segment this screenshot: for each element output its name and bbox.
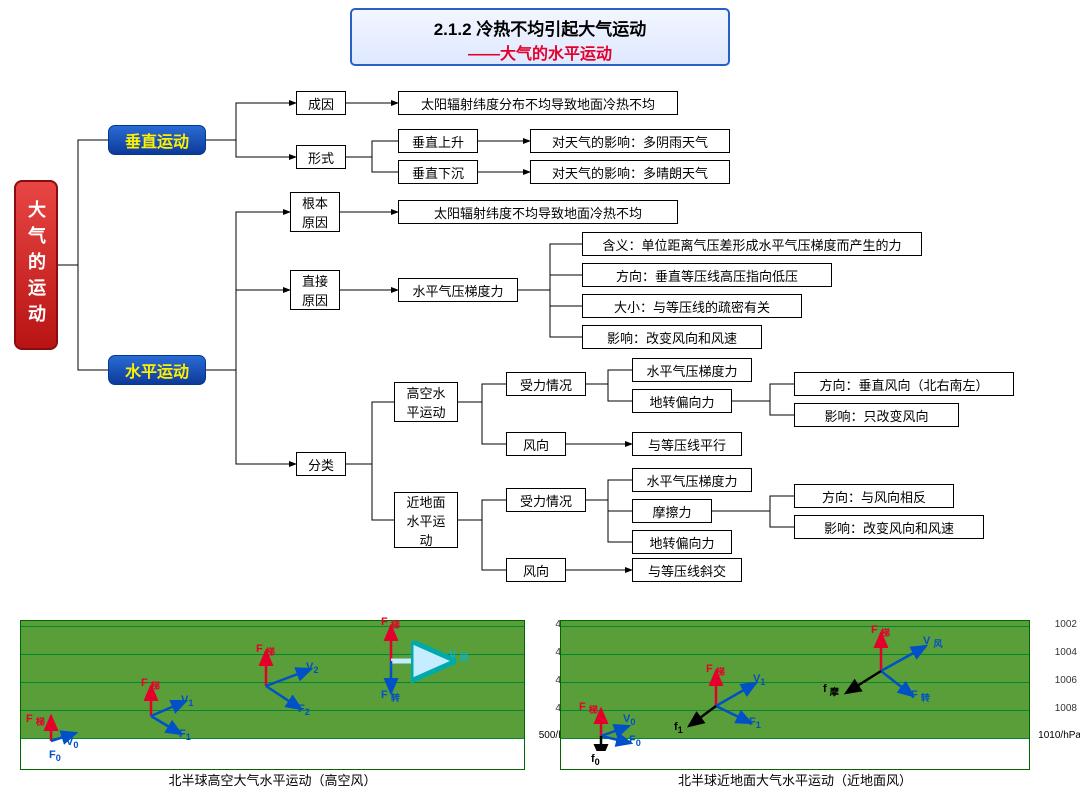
chart-left: 492 494 496 498 500/hPa F 梯 V0 F0 F 梯 V1… bbox=[20, 620, 525, 770]
node-rise-eff: 对天气的影响：多阴雨天气 bbox=[530, 129, 730, 153]
node-ground: 近地面 水平运 动 bbox=[394, 492, 458, 548]
node-ground-wind-val: 与等压线斜交 bbox=[632, 558, 742, 582]
node-pgf: 水平气压梯度力 bbox=[398, 278, 518, 302]
node-ground-cor: 地转偏向力 bbox=[632, 530, 732, 554]
node-upper-pgf: 水平气压梯度力 bbox=[632, 358, 752, 382]
title-box: 2.1.2 冷热不均引起大气运动 ——大气的水平运动 bbox=[350, 8, 730, 66]
node-pgf-1: 含义：单位距离气压差形成水平气压梯度而产生的力 bbox=[582, 232, 922, 256]
node-rise: 垂直上升 bbox=[398, 129, 478, 153]
title-main: 2.1.2 冷热不均引起大气运动 bbox=[362, 15, 718, 40]
title-sub: ——大气的水平运动 bbox=[362, 40, 718, 64]
node-root-cause-text: 太阳辐射纬度不均导致地面冷热不均 bbox=[398, 200, 678, 224]
node-pgf-3: 大小：与等压线的疏密有关 bbox=[582, 294, 802, 318]
node-root-cause: 根本 原因 bbox=[290, 192, 340, 232]
node-cause-text: 太阳辐射纬度分布不均导致地面冷热不均 bbox=[398, 91, 678, 115]
node-ground-force: 受力情况 bbox=[506, 488, 586, 512]
node-upper-force: 受力情况 bbox=[506, 372, 586, 396]
chart-right: 1002 1004 1006 1008 1010/hPa F 梯 V0 F0 f… bbox=[560, 620, 1030, 770]
node-sink-eff: 对天气的影响：多晴朗天气 bbox=[530, 160, 730, 184]
root-node: 大气的运动 bbox=[14, 180, 58, 350]
node-upper-cor: 地转偏向力 bbox=[632, 389, 732, 413]
node-ground-fric: 摩擦力 bbox=[632, 499, 712, 523]
node-fric-dir: 方向：与风向相反 bbox=[794, 484, 954, 508]
cat-horizontal: 水平运动 bbox=[108, 355, 206, 385]
node-pgf-2: 方向：垂直等压线高压指向低压 bbox=[582, 263, 832, 287]
node-ground-wind: 风向 bbox=[506, 558, 566, 582]
node-sink: 垂直下沉 bbox=[398, 160, 478, 184]
node-pgf-4: 影响：改变风向和风速 bbox=[582, 325, 762, 349]
node-class: 分类 bbox=[296, 452, 346, 476]
node-cor-dir: 方向：垂直风向（北右南左） bbox=[794, 372, 1014, 396]
node-upper: 高空水 平运动 bbox=[394, 382, 458, 422]
node-cor-eff: 影响：只改变风向 bbox=[794, 403, 959, 427]
node-upper-wind-val: 与等压线平行 bbox=[632, 432, 742, 456]
lbl-F: F 梯 bbox=[26, 713, 45, 728]
node-upper-wind: 风向 bbox=[506, 432, 566, 456]
node-cause: 成因 bbox=[296, 91, 346, 115]
node-direct-cause: 直接 原因 bbox=[290, 270, 340, 310]
node-ground-pgf: 水平气压梯度力 bbox=[632, 468, 752, 492]
cat-vertical: 垂直运动 bbox=[108, 125, 206, 155]
node-fric-eff: 影响：改变风向和风速 bbox=[794, 515, 984, 539]
node-form: 形式 bbox=[296, 145, 346, 169]
